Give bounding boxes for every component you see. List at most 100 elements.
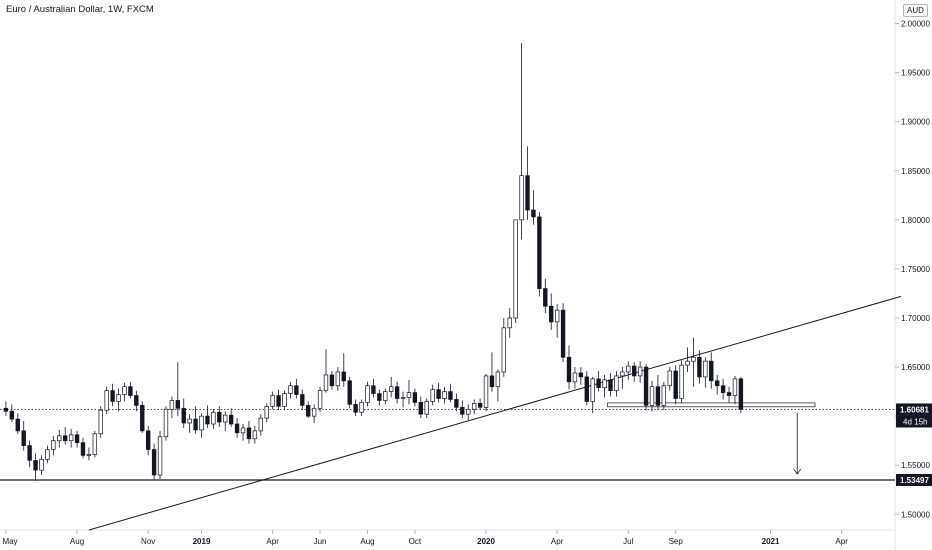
candle — [128, 381, 133, 399]
candle-body — [282, 393, 287, 407]
candle-body — [637, 366, 643, 377]
rising-trendline — [88, 295, 902, 531]
candle-body — [560, 309, 566, 358]
time-tick-label: Aug — [70, 537, 84, 546]
candle-body — [323, 374, 329, 391]
candle — [15, 413, 20, 434]
candle-body — [720, 385, 726, 393]
candle — [217, 406, 222, 427]
candle — [252, 425, 258, 444]
candle — [626, 361, 631, 380]
candle-body — [341, 371, 346, 382]
candle-body — [477, 403, 483, 408]
candle-body — [483, 375, 489, 408]
arrow-head — [793, 468, 802, 475]
candle-body — [697, 356, 702, 378]
candle — [477, 398, 483, 411]
candle-body — [448, 391, 453, 400]
candle — [507, 308, 512, 338]
candle — [632, 362, 637, 382]
candle — [448, 383, 453, 403]
candle-body — [632, 365, 637, 377]
candle — [45, 445, 50, 464]
candle — [80, 437, 86, 459]
candle-body — [732, 378, 738, 396]
time-tick-label: Apr — [835, 537, 848, 546]
consolidation-box — [607, 402, 816, 408]
candle-body — [643, 366, 649, 406]
candle-body — [205, 415, 210, 425]
candle-body — [306, 405, 311, 417]
candle — [389, 376, 394, 398]
candle — [3, 401, 9, 417]
candle — [566, 345, 572, 390]
candle-body — [270, 395, 275, 407]
candle — [543, 278, 548, 314]
candle-body — [371, 385, 376, 394]
candle — [720, 378, 726, 400]
candle-body — [181, 407, 186, 424]
candle — [454, 393, 459, 412]
candle-body — [228, 414, 234, 425]
candle — [258, 414, 263, 436]
candle-body — [223, 414, 228, 423]
candle-body — [294, 385, 299, 395]
candle — [471, 399, 477, 415]
candle — [649, 380, 655, 412]
candle — [531, 190, 536, 225]
candle-body — [738, 378, 744, 410]
candle — [264, 403, 269, 423]
candle — [270, 391, 275, 410]
candle — [205, 405, 210, 428]
current-price-badge — [896, 403, 932, 416]
candle — [151, 443, 157, 480]
candle-body — [655, 386, 661, 406]
candle-body — [572, 372, 578, 383]
candle-body — [51, 440, 56, 450]
candle-body — [199, 415, 204, 431]
candle-body — [460, 406, 465, 415]
support-price-badge — [896, 473, 932, 486]
price-tick-label: 1.75000 — [901, 265, 930, 274]
candle — [525, 146, 530, 220]
candle-body — [400, 397, 406, 399]
candle — [122, 382, 127, 402]
time-tick-label: Nov — [141, 537, 155, 546]
candle-body — [418, 402, 424, 415]
candle-body — [578, 372, 584, 378]
candle — [181, 398, 186, 428]
candle-body — [584, 376, 589, 402]
candle — [714, 374, 720, 395]
price-tick-label: 1.80000 — [901, 216, 930, 225]
candle-body — [110, 390, 115, 402]
candle — [92, 430, 98, 458]
candle-body — [667, 370, 672, 387]
candle-body — [590, 378, 595, 402]
candle-body — [626, 365, 631, 373]
candle-body — [377, 393, 382, 401]
currency-badge[interactable]: AUD — [903, 4, 928, 17]
price-tick-label: 1.95000 — [901, 69, 930, 78]
candle-body — [21, 430, 26, 446]
candle-body — [86, 454, 92, 456]
candle — [365, 381, 370, 407]
candle — [679, 360, 684, 404]
candle — [57, 429, 62, 448]
candle — [86, 447, 92, 461]
candle — [614, 371, 619, 397]
candle — [68, 428, 74, 448]
time-tick-label: 2020 — [477, 537, 495, 546]
candle — [732, 375, 738, 405]
candle — [359, 399, 364, 417]
candle — [9, 404, 15, 423]
candle-body — [193, 418, 198, 431]
candle-body — [679, 364, 684, 399]
candle-body — [554, 309, 560, 323]
time-axis: May Aug Nov 2019 Apr Jun Aug Oct 2020 Apr Jul Sep 20… — [2, 530, 848, 546]
candle — [104, 386, 109, 415]
candle-body — [80, 442, 86, 456]
candle — [394, 381, 400, 404]
time-tick-label: 2019 — [193, 537, 211, 546]
candle-body — [495, 371, 501, 388]
